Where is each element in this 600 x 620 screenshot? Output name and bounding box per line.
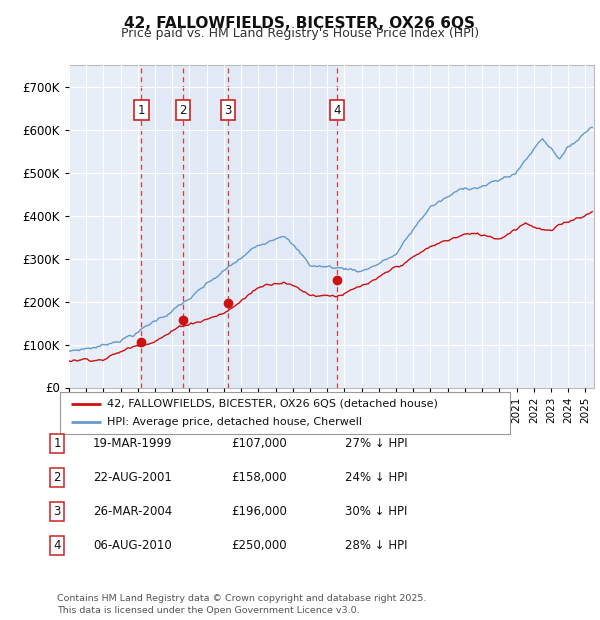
Text: 27% ↓ HPI: 27% ↓ HPI [345, 437, 407, 450]
Text: 2: 2 [53, 471, 61, 484]
Text: 06-AUG-2010: 06-AUG-2010 [93, 539, 172, 552]
Text: 26-MAR-2004: 26-MAR-2004 [93, 505, 172, 518]
Text: HPI: Average price, detached house, Cherwell: HPI: Average price, detached house, Cher… [107, 417, 362, 427]
Text: 4: 4 [334, 104, 341, 117]
Text: 1: 1 [53, 437, 61, 450]
Text: £196,000: £196,000 [231, 505, 287, 518]
Text: Price paid vs. HM Land Registry's House Price Index (HPI): Price paid vs. HM Land Registry's House … [121, 27, 479, 40]
Bar [142, 65, 337, 388]
Text: 1: 1 [138, 104, 145, 117]
Text: 24% ↓ HPI: 24% ↓ HPI [345, 471, 407, 484]
Text: £250,000: £250,000 [231, 539, 287, 552]
Text: 19-MAR-1999: 19-MAR-1999 [93, 437, 173, 450]
Text: 2: 2 [179, 104, 187, 117]
Text: 3: 3 [224, 104, 232, 117]
Text: Contains HM Land Registry data © Crown copyright and database right 2025.
This d: Contains HM Land Registry data © Crown c… [57, 594, 427, 615]
Text: 4: 4 [53, 539, 61, 552]
Text: £158,000: £158,000 [231, 471, 287, 484]
Text: 22-AUG-2001: 22-AUG-2001 [93, 471, 172, 484]
Text: 42, FALLOWFIELDS, BICESTER, OX26 6QS (detached house): 42, FALLOWFIELDS, BICESTER, OX26 6QS (de… [107, 399, 438, 409]
Text: 28% ↓ HPI: 28% ↓ HPI [345, 539, 407, 552]
Text: 3: 3 [53, 505, 61, 518]
Text: 30% ↓ HPI: 30% ↓ HPI [345, 505, 407, 518]
Text: £107,000: £107,000 [231, 437, 287, 450]
Text: 42, FALLOWFIELDS, BICESTER, OX26 6QS: 42, FALLOWFIELDS, BICESTER, OX26 6QS [125, 16, 476, 30]
